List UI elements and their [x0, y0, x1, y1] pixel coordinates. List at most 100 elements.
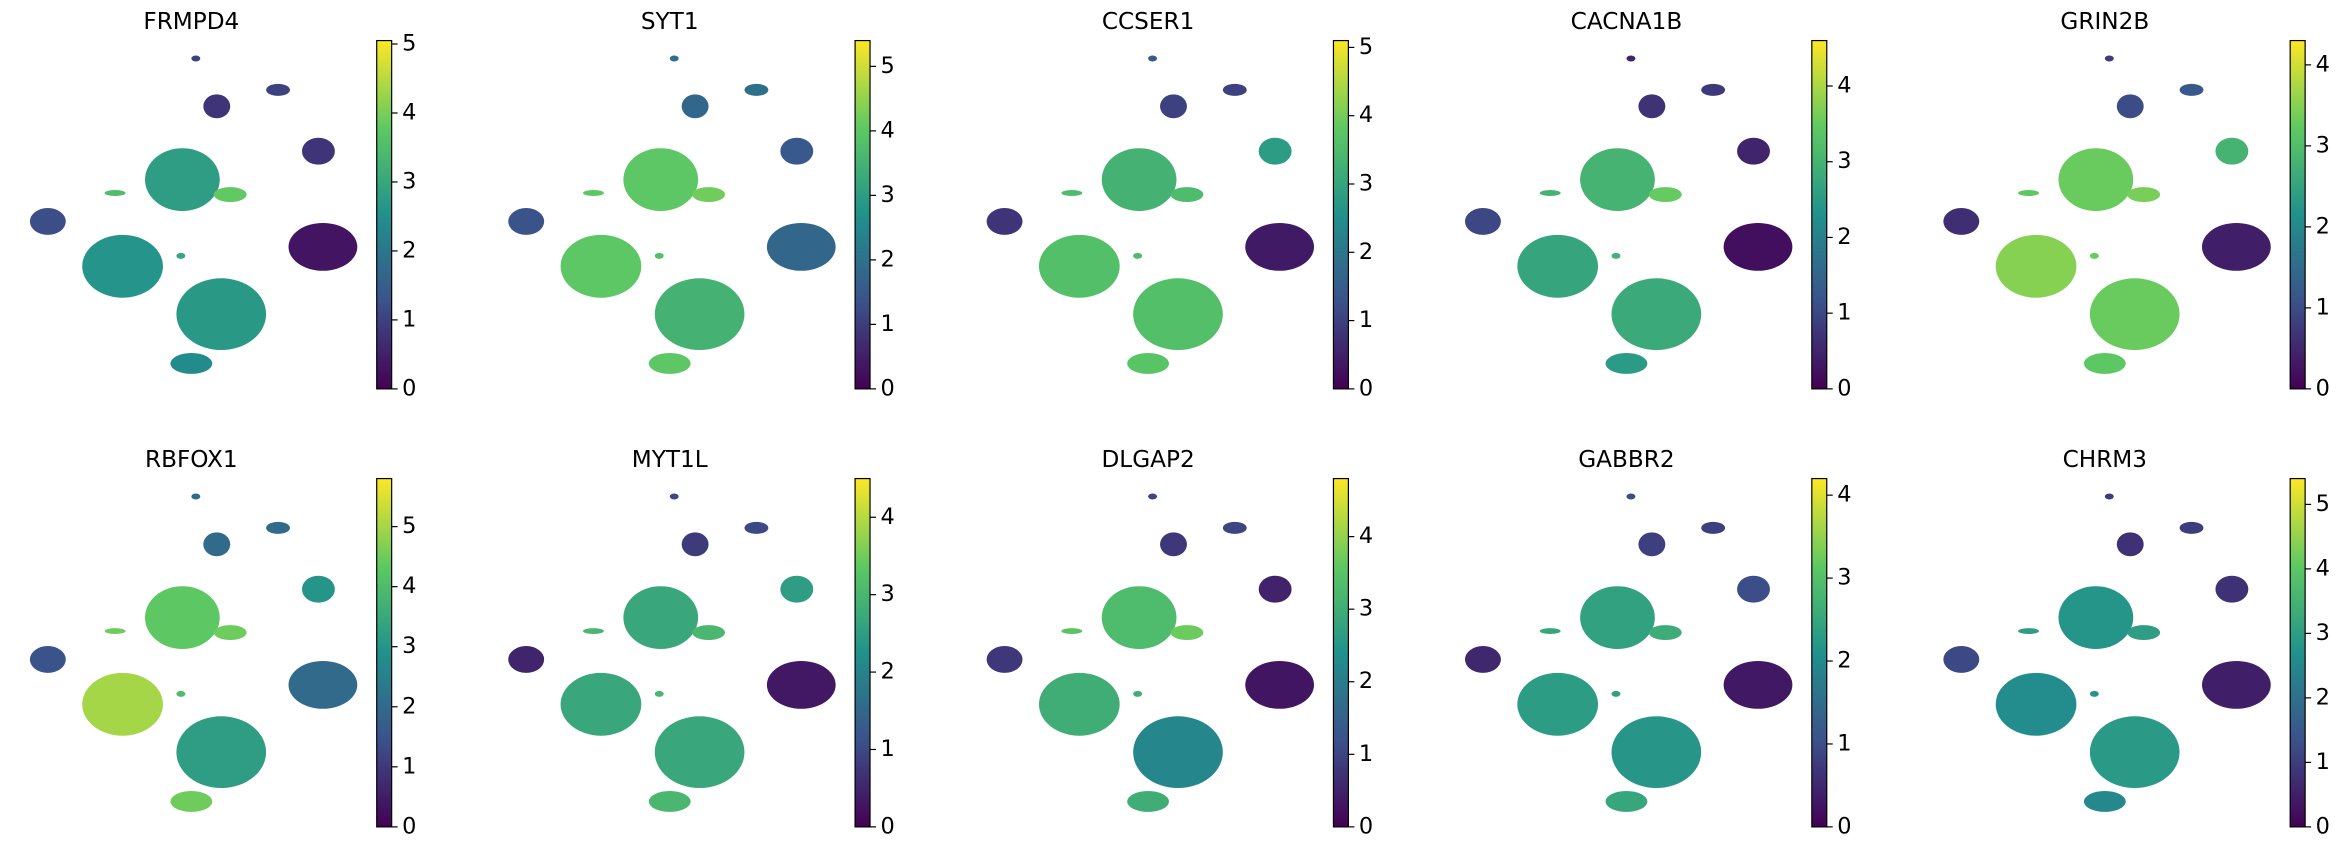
colorbar-tick-label: 4: [2316, 555, 2330, 581]
colorbar-tick-label: 5: [402, 513, 416, 539]
colorbar-tick-label: 2: [402, 237, 416, 263]
colorbar-tick-label: 0: [1837, 375, 1851, 401]
cell-cluster: [744, 83, 769, 96]
colorbar-tick-label: 5: [2316, 491, 2330, 517]
colorbar: [2289, 477, 2306, 828]
cell-cluster: [692, 187, 726, 203]
colorbar-tick-label: 1: [1359, 741, 1373, 767]
cell-cluster: [1160, 532, 1187, 557]
colorbar-tick-label: 0: [880, 375, 894, 401]
cell-cluster: [1127, 791, 1170, 812]
colorbar-tick-label: 3: [880, 182, 894, 208]
cell-cluster: [654, 252, 664, 259]
cell-cluster: [301, 137, 335, 165]
cell-cluster: [1258, 575, 1292, 603]
cell-cluster: [1580, 586, 1655, 649]
cell-cluster: [1943, 646, 1980, 673]
panel-title: CACNA1B: [1571, 8, 1683, 35]
cell-cluster: [669, 493, 679, 500]
colorbar-tick-label: 4: [1837, 482, 1851, 508]
colorbar-tick-label: 4: [402, 99, 416, 125]
cell-cluster: [1638, 94, 1666, 119]
cell-cluster: [2104, 55, 2114, 62]
cell-cluster: [2127, 625, 2161, 641]
panel-title: GRIN2B: [2060, 8, 2149, 35]
cell-cluster: [2215, 575, 2249, 603]
cell-cluster: [203, 94, 231, 119]
colorbar-tick-label: 1: [402, 753, 416, 779]
cell-cluster: [191, 493, 201, 500]
cell-cluster: [170, 791, 213, 812]
colorbar-tick-label: 0: [2316, 813, 2330, 839]
cell-cluster: [744, 521, 769, 534]
cell-cluster: [213, 625, 247, 641]
cell-cluster: [1127, 353, 1170, 374]
cell-cluster: [104, 628, 126, 635]
cell-cluster: [1133, 690, 1143, 697]
cell-cluster: [1626, 493, 1636, 500]
cell-cluster: [1580, 148, 1655, 211]
cell-cluster: [1517, 672, 1599, 736]
panel-title: DLGAP2: [1101, 446, 1194, 473]
cell-cluster: [213, 187, 247, 203]
cell-cluster: [145, 586, 220, 649]
colorbar-tick-label: 4: [1359, 523, 1373, 549]
colorbar-tick-label: 4: [880, 504, 894, 530]
cell-cluster: [654, 278, 745, 351]
cell-cluster: [2179, 521, 2204, 534]
cell-cluster: [1148, 55, 1158, 62]
colorbar-tick-label: 2: [2316, 684, 2330, 710]
cell-cluster: [1605, 791, 1648, 812]
colorbar-tick-label: 1: [2316, 749, 2330, 775]
colorbar-tick-label: 1: [2316, 294, 2330, 320]
panel: CCSER1 0 1 2 3 4 5: [986, 8, 1373, 401]
colorbar-tick-label: 5: [880, 53, 894, 79]
colorbar-tick-label: 1: [880, 736, 894, 762]
cell-cluster: [1061, 190, 1083, 197]
cell-cluster: [1160, 94, 1187, 119]
cell-cluster: [2104, 493, 2114, 500]
cell-cluster: [583, 190, 604, 197]
colorbar-tick-label: 0: [402, 375, 416, 401]
colorbar-tick-label: 3: [1837, 565, 1851, 591]
cell-cluster: [1626, 55, 1636, 62]
colorbar-tick-label: 3: [402, 633, 416, 659]
cell-cluster: [1943, 207, 1980, 235]
panel-title: CHRM3: [2063, 446, 2147, 473]
cell-cluster: [145, 148, 220, 211]
cell-cluster: [508, 646, 545, 673]
panel-title: SYT1: [641, 8, 699, 35]
cell-cluster: [1170, 187, 1204, 203]
cell-cluster: [654, 690, 664, 697]
cell-cluster: [1701, 83, 1726, 96]
panel-title: RBFOX1: [145, 446, 238, 473]
colorbar-tick-label: 4: [1837, 73, 1851, 99]
cell-cluster: [1648, 625, 1682, 641]
cell-cluster: [1723, 660, 1793, 709]
colorbar-tick-label: 3: [1359, 170, 1373, 196]
colorbar: [1811, 477, 1828, 828]
colorbar-tick-label: 4: [880, 117, 894, 143]
colorbar-tick-label: 3: [2316, 132, 2330, 158]
panel: SYT1 0 1 2 3 4 5: [508, 8, 895, 401]
cell-cluster: [266, 83, 291, 96]
cell-cluster: [1101, 148, 1177, 211]
colorbar-tick-label: 1: [1359, 307, 1373, 333]
cell-cluster: [2127, 187, 2161, 203]
cell-cluster: [560, 234, 642, 298]
colorbar: [1811, 39, 1828, 390]
cell-cluster: [2089, 278, 2180, 351]
cell-cluster: [986, 646, 1023, 673]
cell-cluster: [2201, 222, 2271, 271]
colorbar-tick-label: 2: [1359, 239, 1373, 265]
cell-cluster: [560, 672, 642, 736]
colorbar: [2289, 39, 2306, 390]
colorbar-tick-label: 2: [1837, 648, 1851, 674]
cell-cluster: [1133, 252, 1143, 259]
cell-cluster: [669, 55, 679, 62]
cell-cluster: [1611, 690, 1621, 697]
colorbar-tick-label: 1: [880, 311, 894, 337]
cell-cluster: [2058, 148, 2134, 211]
cell-cluster: [2018, 628, 2040, 635]
cell-cluster: [1038, 234, 1120, 298]
